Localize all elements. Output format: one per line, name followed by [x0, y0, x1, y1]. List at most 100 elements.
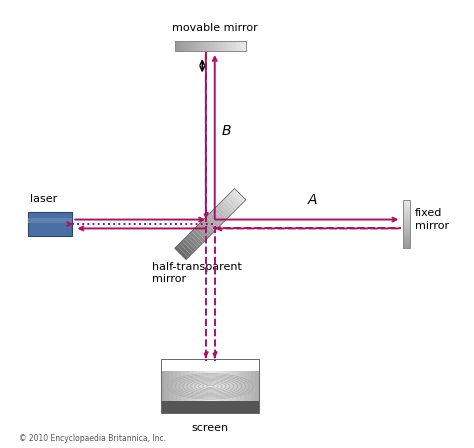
Bar: [232, 41, 235, 51]
Bar: [165, 370, 169, 401]
Bar: [402, 221, 410, 223]
Polygon shape: [220, 200, 234, 214]
Bar: [161, 370, 165, 401]
Polygon shape: [177, 243, 191, 257]
Bar: [224, 370, 228, 401]
Bar: [28, 218, 72, 223]
Bar: [212, 41, 215, 51]
Bar: [402, 245, 410, 246]
Bar: [402, 235, 410, 237]
Bar: [402, 215, 410, 217]
Bar: [236, 370, 240, 401]
Bar: [174, 41, 246, 51]
Polygon shape: [208, 212, 222, 226]
Text: fixed
mirror: fixed mirror: [415, 208, 449, 231]
Bar: [189, 41, 192, 51]
Text: © 2010 Encyclopaedia Britannica, Inc.: © 2010 Encyclopaedia Britannica, Inc.: [19, 434, 166, 443]
Bar: [174, 41, 178, 51]
Polygon shape: [232, 189, 246, 202]
Bar: [402, 225, 410, 227]
Bar: [229, 41, 232, 51]
Bar: [195, 41, 198, 51]
Bar: [189, 370, 192, 401]
Bar: [402, 237, 410, 239]
Bar: [402, 246, 410, 249]
Bar: [215, 41, 218, 51]
Bar: [402, 213, 410, 215]
Bar: [212, 370, 216, 401]
Bar: [402, 207, 410, 209]
Bar: [177, 370, 181, 401]
Bar: [192, 370, 197, 401]
Bar: [201, 41, 203, 51]
Polygon shape: [191, 229, 205, 243]
Bar: [402, 223, 410, 225]
Bar: [255, 370, 259, 401]
Bar: [198, 41, 201, 51]
Polygon shape: [194, 227, 208, 241]
Bar: [402, 241, 410, 243]
Bar: [247, 370, 251, 401]
Bar: [161, 401, 259, 413]
Text: laser: laser: [30, 194, 57, 204]
Bar: [228, 370, 232, 401]
Text: B: B: [221, 124, 231, 138]
Bar: [237, 41, 240, 51]
Polygon shape: [206, 215, 219, 228]
Bar: [402, 239, 410, 241]
Bar: [216, 370, 220, 401]
Bar: [201, 370, 204, 401]
Bar: [181, 370, 185, 401]
Polygon shape: [210, 210, 224, 224]
Bar: [243, 41, 246, 51]
Bar: [402, 205, 410, 207]
Polygon shape: [213, 207, 227, 221]
Bar: [244, 370, 247, 401]
Bar: [204, 370, 209, 401]
Polygon shape: [203, 217, 217, 231]
Bar: [226, 41, 229, 51]
Polygon shape: [218, 203, 231, 216]
Polygon shape: [196, 224, 210, 238]
Bar: [183, 41, 186, 51]
Bar: [402, 209, 410, 211]
Polygon shape: [223, 198, 237, 212]
Bar: [185, 370, 189, 401]
Bar: [218, 41, 220, 51]
Bar: [402, 211, 410, 213]
Text: screen: screen: [191, 422, 229, 433]
Bar: [402, 219, 410, 221]
Bar: [402, 227, 410, 229]
Bar: [402, 199, 410, 202]
Bar: [402, 199, 410, 249]
Bar: [402, 203, 410, 205]
Polygon shape: [228, 193, 241, 207]
Bar: [203, 41, 206, 51]
Bar: [232, 370, 236, 401]
Bar: [197, 370, 201, 401]
Bar: [169, 370, 173, 401]
Bar: [240, 370, 244, 401]
Polygon shape: [187, 234, 201, 248]
Bar: [209, 41, 212, 51]
Polygon shape: [175, 246, 189, 259]
Text: movable mirror: movable mirror: [172, 23, 257, 33]
Bar: [173, 370, 177, 401]
Polygon shape: [189, 232, 203, 245]
Polygon shape: [230, 191, 244, 205]
Bar: [402, 233, 410, 235]
Bar: [178, 41, 181, 51]
Bar: [206, 41, 209, 51]
Text: half-transparent
mirror: half-transparent mirror: [153, 262, 242, 284]
Bar: [251, 370, 255, 401]
Bar: [220, 370, 224, 401]
Polygon shape: [199, 222, 212, 236]
Polygon shape: [201, 220, 215, 233]
Bar: [209, 370, 212, 401]
Polygon shape: [182, 239, 196, 252]
Bar: [402, 231, 410, 233]
Bar: [240, 41, 243, 51]
Polygon shape: [180, 241, 193, 255]
Bar: [402, 202, 410, 203]
Bar: [220, 41, 223, 51]
